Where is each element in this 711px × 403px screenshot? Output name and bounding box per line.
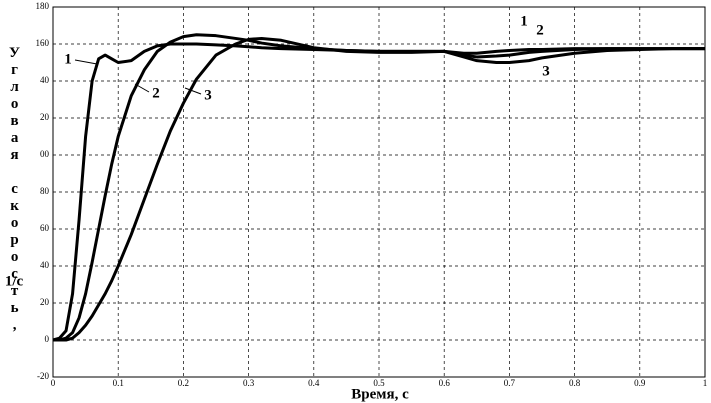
x-tick-label: 1: [703, 378, 708, 388]
x-tick-label: 0.1: [113, 378, 124, 388]
x-tick-label: 0.8: [569, 378, 581, 388]
y-tick-label: 00: [40, 149, 50, 159]
y-axis-label: Угловая скорость,: [7, 45, 23, 334]
x-tick-label: 0.5: [373, 378, 385, 388]
x-tick-label: 0.3: [243, 378, 255, 388]
series-line: [53, 33, 705, 342]
y-axis-label-unit: 1/с: [5, 273, 24, 289]
x-axis-label: Время, с: [351, 386, 409, 402]
x-tick-label: 0.6: [439, 378, 451, 388]
y-tick-label: 180: [36, 1, 50, 11]
series-label: 2: [152, 85, 160, 101]
series-label: 1: [64, 51, 72, 67]
y-tick-label: 20: [40, 112, 50, 122]
x-tick-label: 0.4: [308, 378, 320, 388]
leader-line: [184, 87, 202, 95]
y-tick-label: 80: [40, 186, 50, 196]
series-label: 3: [542, 63, 550, 79]
y-tick-label: 40: [40, 260, 50, 270]
y-tick-label: 0: [45, 334, 50, 344]
x-tick-label: 0.9: [634, 378, 646, 388]
y-tick-label: 160: [36, 38, 50, 48]
y-tick-label: 20: [40, 297, 50, 307]
y-tick-label: 60: [40, 223, 50, 233]
series-label: 1: [520, 13, 528, 29]
y-tick-label: 40: [40, 75, 50, 85]
series-label: 3: [204, 87, 212, 103]
series-line: [53, 36, 705, 342]
y-tick-label: -20: [37, 371, 49, 381]
x-tick-label: 0: [51, 378, 56, 388]
x-tick-label: 0.2: [178, 378, 189, 388]
leader-line: [74, 59, 98, 65]
series-line: [52, 42, 705, 342]
x-tick-label: 0.7: [504, 378, 516, 388]
series-label: 2: [536, 22, 544, 38]
